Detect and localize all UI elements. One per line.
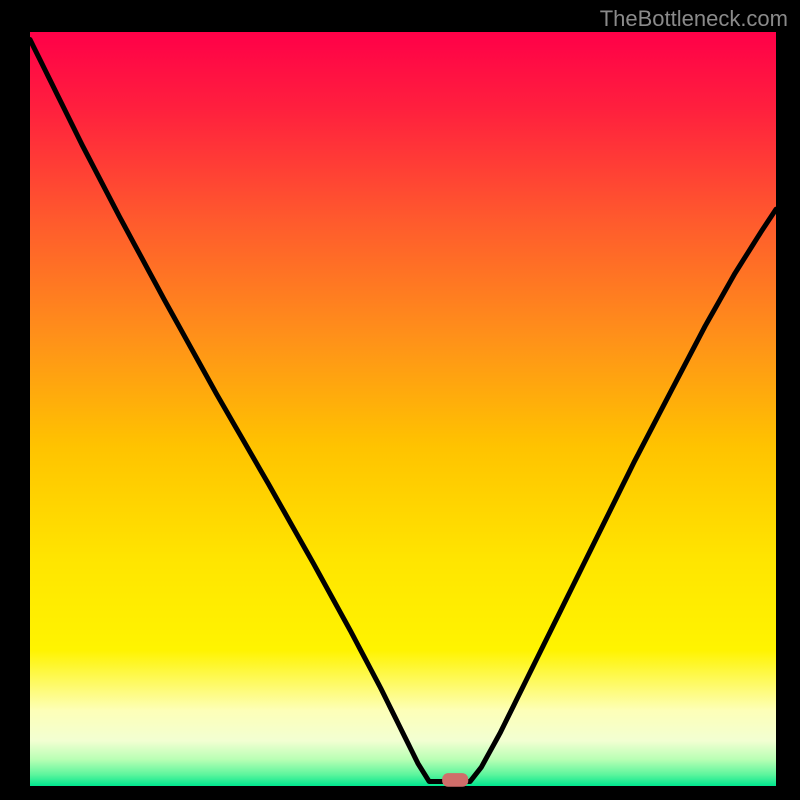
- bottleneck-chart: [0, 0, 800, 800]
- optimum-marker: [442, 773, 468, 787]
- chart-frame: TheBottleneck.com: [0, 0, 800, 800]
- watermark-text: TheBottleneck.com: [600, 6, 788, 32]
